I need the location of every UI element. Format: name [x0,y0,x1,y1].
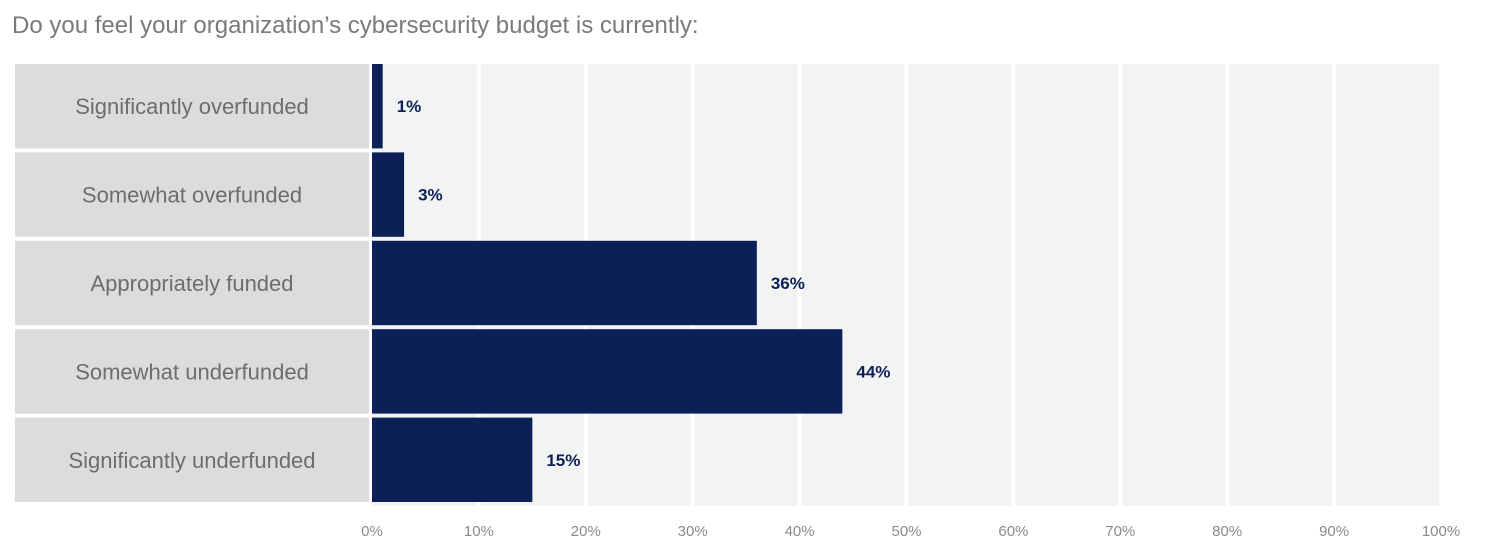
category-label-panels: Significantly overfunded Somewhat overfun… [15,64,369,502]
x-tick-label: 100% [1422,523,1460,540]
value-label: 44% [856,362,890,381]
x-axis-ticks: 0% 10% 20% 30% 40% 50% 60% 70% 80% 90% 100% [361,523,1460,540]
bars [372,64,843,502]
category-panel [15,417,369,502]
category-label: Somewhat overfunded [82,183,302,208]
x-tick-label: 60% [998,523,1028,540]
chart-title: Do you feel your organization’s cybersec… [12,12,699,39]
category-panel [15,152,369,237]
value-labels: 1% 3% 36% 44% 15% [397,97,891,470]
x-tick-label: 20% [571,523,601,540]
bar [372,329,843,414]
x-tick-label: 90% [1319,523,1349,540]
bar [372,417,533,502]
value-label: 1% [397,97,422,116]
bar [372,240,757,326]
x-tick-label: 30% [678,523,708,540]
category-label: Significantly underfunded [68,448,315,473]
category-label: Appropriately funded [90,271,293,296]
x-tick-label: 80% [1212,523,1242,540]
value-label: 3% [418,186,443,205]
category-panel [15,64,369,149]
category-label: Significantly overfunded [75,94,309,119]
category-panel [15,240,369,326]
x-tick-label: 10% [464,523,494,540]
value-label: 36% [771,274,805,293]
x-tick-label: 50% [891,523,921,540]
x-tick-label: 70% [1105,523,1135,540]
category-panel [15,329,369,414]
x-tick-label: 40% [785,523,815,540]
value-label: 15% [546,451,580,470]
bar [372,152,405,237]
x-tick-label: 0% [361,523,383,540]
category-label: Somewhat underfunded [75,359,309,384]
bar [372,64,383,149]
